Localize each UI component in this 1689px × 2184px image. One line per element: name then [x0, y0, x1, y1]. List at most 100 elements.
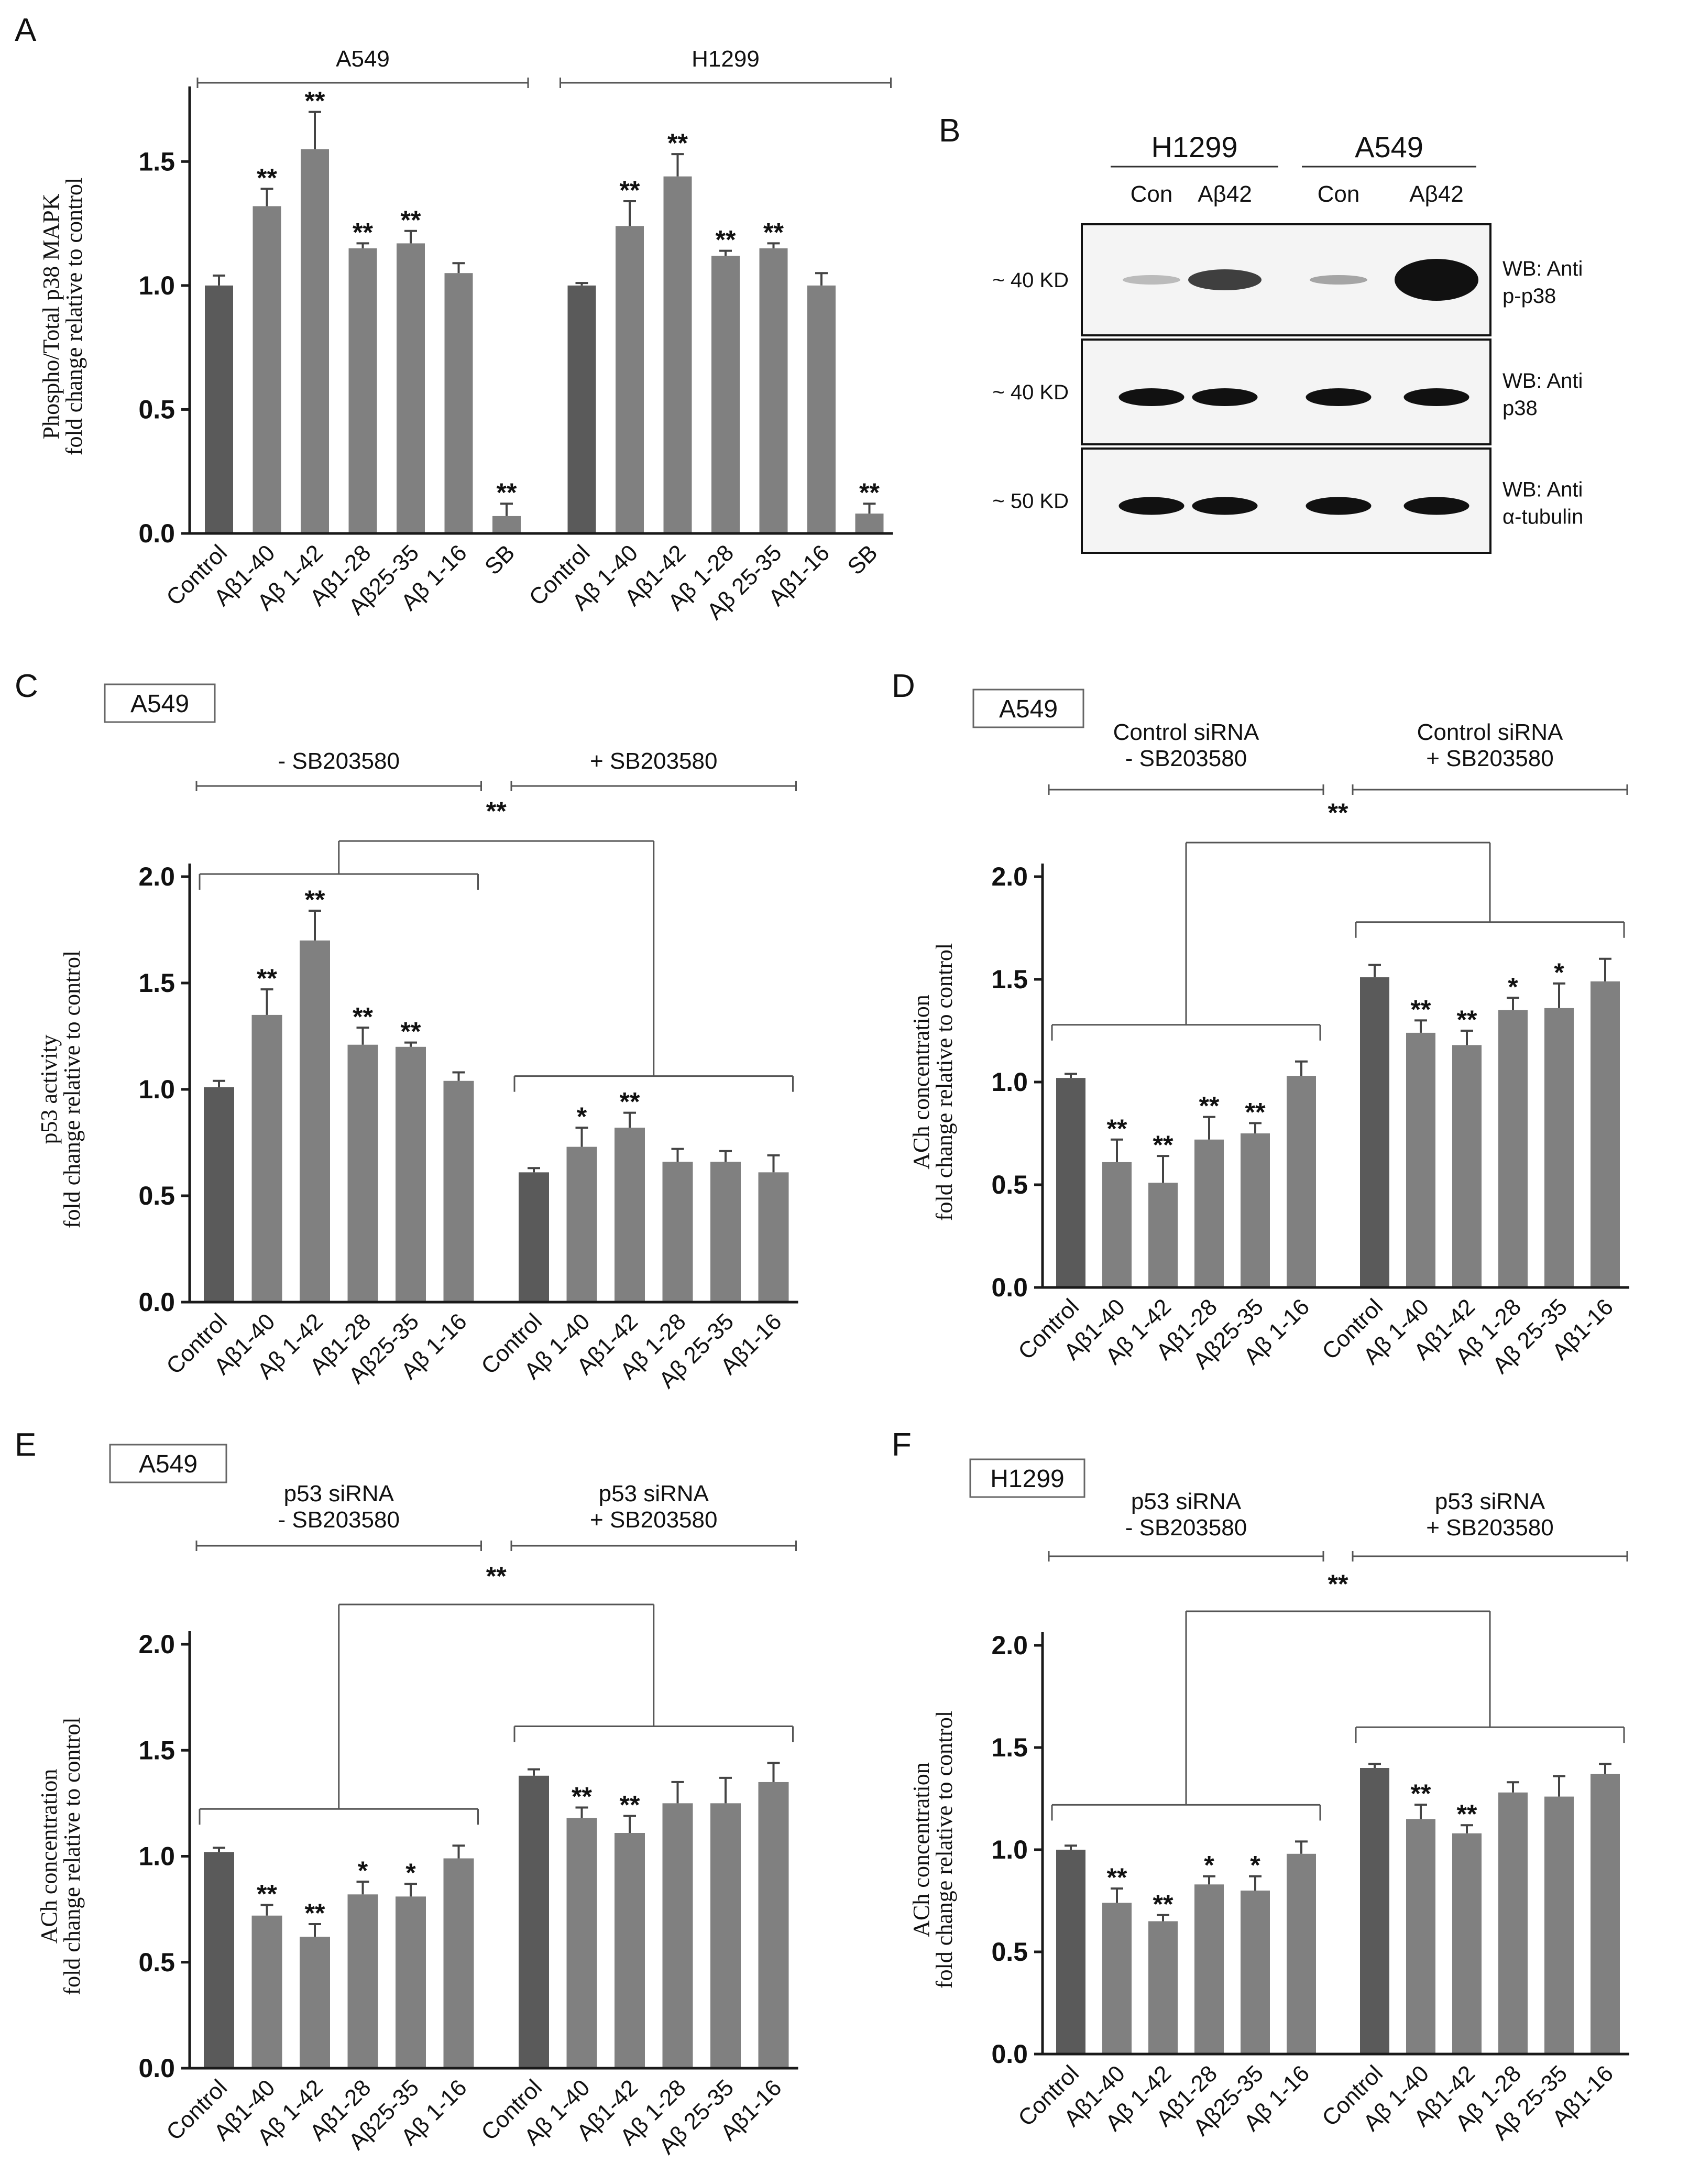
blot-band	[1192, 497, 1258, 515]
blot-band	[1118, 388, 1185, 406]
blot-band	[1306, 388, 1372, 406]
bar	[347, 1044, 378, 1302]
significance-marker: **	[305, 1898, 325, 1928]
bar	[710, 1803, 741, 2068]
bar	[662, 1803, 693, 2068]
group-label: + SB203580	[590, 748, 717, 774]
bar	[347, 1894, 378, 2068]
y-tick-label: 0.5	[991, 1937, 1028, 1967]
significance-marker: *	[577, 1102, 587, 1131]
bar	[251, 1014, 282, 1302]
significance-marker: **	[859, 478, 880, 507]
blot-group-label: A549	[1355, 130, 1423, 163]
bar	[205, 285, 233, 533]
bar	[444, 273, 473, 533]
group-label: - SB203580	[278, 748, 400, 774]
molecular-weight-label: ~ 50 KD	[992, 490, 1069, 513]
significance-marker: **	[353, 217, 373, 247]
blot-band	[1192, 388, 1258, 406]
bar	[807, 285, 836, 533]
group-label: p53 siRNA	[599, 1481, 709, 1506]
significance-marker: **	[667, 128, 688, 158]
y-axis-label: fold change relative to control	[931, 943, 957, 1221]
bar	[1102, 1162, 1132, 1287]
bar	[251, 1915, 282, 2068]
significance-marker: **	[257, 1880, 277, 1909]
blot-lane-label: Con	[1318, 181, 1360, 207]
group-label: - SB203580	[1125, 1515, 1247, 1541]
comparison-significance: **	[1328, 798, 1348, 827]
bar	[567, 285, 596, 533]
blot-band	[1306, 497, 1372, 515]
bar	[396, 1896, 426, 2068]
bar	[1056, 1078, 1085, 1287]
group-label: Control siRNA	[1113, 719, 1259, 745]
blot-band	[1118, 497, 1185, 515]
significance-marker: **	[1457, 1005, 1477, 1034]
bar	[710, 1162, 741, 1302]
significance-marker: **	[257, 964, 277, 993]
significance-marker: **	[1153, 1130, 1173, 1160]
blot-band	[1403, 388, 1469, 406]
y-tick-label: 1.5	[138, 1735, 175, 1765]
bar	[1241, 1133, 1270, 1287]
significance-marker: **	[1107, 1114, 1127, 1143]
bar	[615, 1128, 645, 1302]
bar	[758, 1172, 789, 1302]
bar	[1406, 1032, 1435, 1287]
y-tick-label: 0.5	[138, 395, 175, 424]
significance-marker: *	[1508, 972, 1518, 1001]
bar	[519, 1172, 549, 1302]
y-tick-label: 0.5	[138, 1181, 175, 1210]
bar	[1102, 1903, 1132, 2054]
molecular-weight-label: ~ 40 KD	[992, 381, 1069, 404]
antibody-label: WB: Anti	[1502, 257, 1583, 280]
bar	[396, 1046, 426, 1302]
panel-letter: A	[15, 12, 37, 48]
cell-line-box	[109, 1444, 227, 1483]
chart-panel-a: A 0.0 0.5 1.0 1.5 Phospho/Total p38 MAPKfold …	[15, 12, 893, 625]
group-label: + SB203580	[590, 1507, 717, 1533]
significance-marker: **	[620, 1087, 640, 1117]
bar	[348, 248, 377, 533]
cell-line-box	[104, 683, 216, 723]
significance-marker: *	[1204, 1851, 1214, 1880]
group-label: p53 siRNA	[1131, 1489, 1242, 1514]
significance-marker: **	[497, 478, 517, 507]
comparison-significance: **	[486, 796, 507, 826]
bar	[1591, 1774, 1620, 2054]
y-tick-label: 1.0	[138, 1075, 175, 1104]
significance-marker: **	[620, 176, 640, 205]
y-tick-label: 0.0	[991, 2039, 1028, 2069]
cell-line-box	[972, 689, 1084, 728]
blot-band	[1188, 269, 1262, 290]
bar	[566, 1818, 597, 2068]
antibody-label: p38	[1502, 397, 1538, 420]
panel-b-western-blot: B H1299 A549 Con Aβ42 Con Aβ42 ~ 40 KD WB: Anti p…	[939, 113, 1583, 554]
significance-marker: *	[1554, 958, 1564, 987]
bar	[492, 516, 521, 533]
y-tick-label: 0.0	[991, 1273, 1028, 1302]
chart-panel-e: E A549 0.0 0.5 1.0 1.5 2.0 ACh concentrationfol…	[15, 1427, 798, 2159]
bar	[1544, 1008, 1574, 1287]
y-axis-label: fold change relative to control	[59, 951, 85, 1228]
y-tick-label: 0.0	[138, 2054, 175, 2083]
y-tick-label: 2.0	[138, 862, 175, 891]
blot-band	[1310, 275, 1367, 285]
group-label: H1299	[692, 46, 760, 72]
blot-band	[1395, 259, 1478, 301]
y-tick-label: 1.5	[991, 1733, 1028, 1762]
y-tick-label: 2.0	[991, 1631, 1028, 1660]
cell-line-label: A549	[130, 690, 189, 718]
blot-group-label: H1299	[1151, 130, 1237, 163]
bar	[616, 226, 644, 533]
molecular-weight-label: ~ 40 KD	[992, 269, 1069, 292]
significance-marker: **	[1245, 1097, 1266, 1127]
bar	[1148, 1183, 1178, 1287]
bar	[1194, 1884, 1224, 2054]
y-tick-label: 0.5	[991, 1170, 1028, 1199]
significance-marker: **	[401, 205, 421, 235]
y-axis-label: fold change relative to control	[931, 1711, 957, 1989]
blot-lane-label: Aβ42	[1409, 181, 1464, 207]
significance-marker: **	[572, 1782, 592, 1811]
